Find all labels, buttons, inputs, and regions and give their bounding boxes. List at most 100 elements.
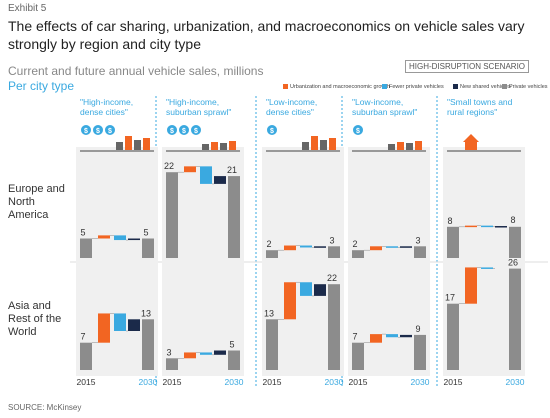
bar-end: [328, 246, 340, 258]
value-label-end: 5: [229, 340, 234, 350]
value-label-start: 17: [445, 293, 455, 303]
legend-item: Fewer private vehicles: [382, 84, 444, 90]
building-icon: [134, 140, 141, 150]
bar-start: [352, 342, 364, 370]
dollar-icon: [179, 125, 189, 135]
dollar-icon: [105, 125, 115, 135]
panel-background: [262, 147, 344, 264]
value-label-start: 3: [166, 347, 171, 357]
legend-swatch: [502, 84, 507, 90]
x-label-end: 2030: [506, 377, 525, 387]
bar-urbanization: [465, 267, 477, 304]
value-label-end: 22: [327, 273, 337, 283]
bar-end: [228, 176, 240, 258]
chart-title-line1: The effects of car sharing, urbanization…: [8, 18, 525, 34]
panel-background: [348, 147, 430, 264]
source-note: SOURCE: McKinsey: [8, 403, 82, 412]
bar-new-shared: [400, 334, 412, 338]
bar-start: [266, 319, 278, 370]
chart-subtitle: Current and future annual vehicle sales,…: [8, 64, 264, 78]
bar-urbanization: [98, 313, 110, 343]
dollar-sign: $: [84, 128, 88, 135]
bar-fewer-private: [114, 313, 126, 331]
dollar-sign: $: [182, 128, 186, 135]
bar-fewer-private: [300, 245, 312, 248]
building-icon: [311, 136, 318, 150]
building-icon: [415, 141, 422, 150]
column-header: "High-income, dense cities": [80, 97, 134, 117]
legend-label: Fewer private vehicles: [389, 84, 444, 90]
value-label-end: 5: [143, 228, 148, 238]
bar-start: [447, 226, 459, 258]
bar-new-shared: [314, 284, 326, 296]
bar-urbanization: [370, 246, 382, 251]
dollar-sign: $: [194, 128, 198, 135]
bar-new-shared: [314, 246, 326, 248]
value-label-end: 3: [329, 235, 334, 245]
legend-label: Urbanization and macroeconomic growth: [290, 84, 390, 90]
bar-fewer-private: [300, 282, 312, 296]
bar-start: [352, 250, 364, 258]
x-label-start: 2015: [263, 377, 282, 387]
x-label-end: 2030: [411, 377, 430, 387]
bar-fewer-private: [200, 166, 212, 184]
legend-swatch: [382, 84, 387, 90]
building-icon: [229, 141, 236, 150]
value-label-start: 7: [80, 332, 85, 342]
bar-start: [166, 172, 178, 258]
column-header: "Low-income, suburban sprawl": [352, 97, 418, 117]
value-label-start: 8: [447, 216, 452, 226]
bar-urbanization: [98, 235, 110, 239]
bar-fewer-private: [481, 267, 493, 269]
x-label-start: 2015: [163, 377, 182, 387]
value-label-start: 2: [352, 239, 357, 249]
dollar-icon: [353, 125, 363, 135]
house-icon: [463, 134, 479, 142]
bar-start: [166, 358, 178, 370]
dollar-sign: $: [108, 128, 112, 135]
bar-new-shared: [128, 319, 140, 331]
dollar-icon: [191, 125, 201, 135]
bar-end: [142, 238, 154, 258]
house-icon-body: [465, 142, 477, 150]
bar-start: [447, 303, 459, 370]
dollar-sign: $: [96, 128, 100, 135]
column-header: "High-income, suburban sprawl": [166, 97, 232, 117]
bar-start: [80, 238, 92, 258]
dollar-icon: [167, 125, 177, 135]
building-icon: [329, 138, 336, 150]
dollar-icon: [81, 125, 91, 135]
bar-urbanization: [284, 282, 296, 320]
building-icon: [143, 138, 150, 150]
building-icon: [388, 144, 395, 150]
column-header: "Low-income, dense cities": [266, 97, 318, 117]
bar-urbanization: [370, 334, 382, 343]
bar-start: [80, 342, 92, 370]
building-icon: [220, 143, 227, 150]
legend-item: New shared vehicles: [453, 84, 511, 90]
dollar-icon: [267, 125, 277, 135]
x-label-end: 2030: [325, 377, 344, 387]
bar-end: [509, 268, 521, 370]
building-icon: [397, 142, 404, 150]
legend-item: Urbanization and macroeconomic growth: [283, 84, 390, 90]
legend-label: New shared vehicles: [460, 84, 511, 90]
value-label-start: 5: [80, 228, 85, 238]
dollar-sign: $: [170, 128, 174, 135]
scenario-badge: HIGH-DISRUPTION SCENARIO: [405, 60, 530, 73]
bar-urbanization: [465, 225, 477, 228]
building-icon: [116, 142, 123, 150]
x-label-start: 2015: [349, 377, 368, 387]
column-header: "Small towns and rural regions": [447, 97, 513, 117]
bar-end: [328, 284, 340, 370]
value-label-start: 2: [266, 239, 271, 249]
value-label-end: 26: [508, 258, 518, 268]
bar-end: [414, 334, 426, 370]
bar-fewer-private: [386, 246, 398, 248]
bar-new-shared: [214, 176, 226, 184]
bar-end: [414, 246, 426, 258]
value-label-start: 22: [164, 161, 174, 171]
x-label-start: 2015: [444, 377, 463, 387]
chart-title-line2: strongly by region and city type: [8, 36, 201, 52]
building-icon: [320, 140, 327, 150]
